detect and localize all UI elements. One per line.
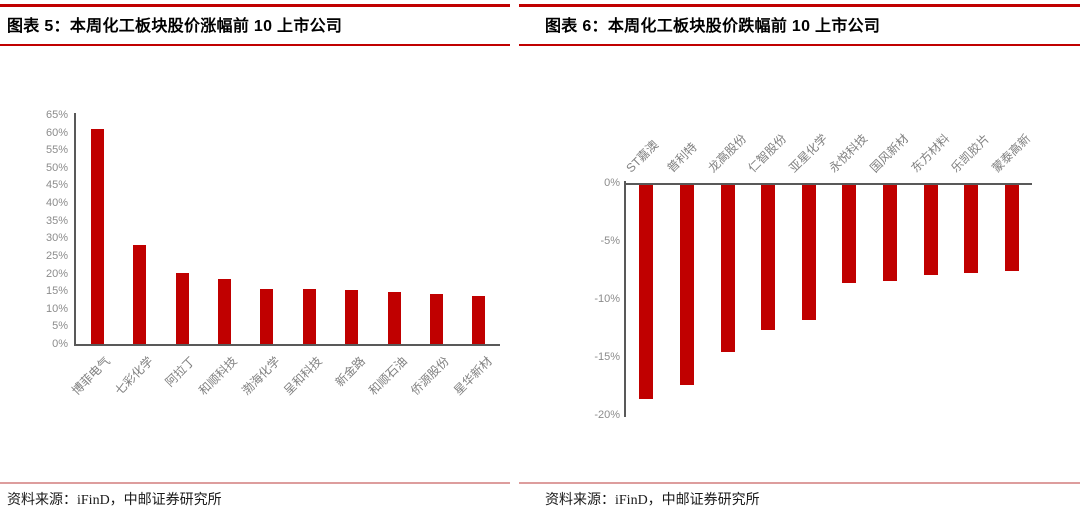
- bar: [175, 272, 189, 344]
- bar: [842, 185, 857, 284]
- source-rule-left: [0, 482, 510, 484]
- category-label: 渤海化学: [238, 354, 283, 398]
- y-tick-label: 0%: [52, 338, 68, 350]
- bar: [472, 295, 486, 344]
- title-underline-right: [519, 44, 1080, 46]
- category-label: 亚星化学: [786, 131, 830, 176]
- y-tick-label: -5%: [600, 234, 620, 247]
- category-label: 和顺科技: [196, 354, 241, 398]
- bar: [387, 291, 401, 344]
- y-tick-label: 35%: [45, 214, 68, 227]
- category-label: 乐凯胶片: [948, 131, 993, 176]
- category-label: 和顺石油: [366, 354, 410, 398]
- category-label: 新金路: [332, 354, 368, 390]
- bar: [801, 185, 816, 321]
- source-rule-right: [519, 482, 1080, 484]
- category-label: 博菲电气: [69, 354, 114, 398]
- y-tick-label: 25%: [45, 249, 68, 262]
- top-rule-left: [0, 4, 510, 7]
- y-tick-label: -15%: [594, 350, 620, 363]
- bar: [217, 278, 231, 344]
- bar: [90, 129, 104, 344]
- category-label: 星华新材: [450, 354, 495, 398]
- y-tick-label: 45%: [45, 179, 68, 192]
- bar: [302, 289, 316, 344]
- y-tick-label: 10%: [45, 302, 68, 315]
- x-axis-line: [624, 183, 1032, 186]
- category-label: 阿拉丁: [162, 354, 198, 390]
- bar: [1004, 185, 1019, 271]
- bar: [639, 185, 654, 400]
- chart-panel-gainers: 图表 5：本周化工板块股价涨幅前 10 上市公司 0% 5% 10% 15% 20% 25…: [0, 0, 510, 528]
- source-text-left: 资料来源：iFinD，中邮证券研究所: [7, 493, 222, 508]
- bar: [679, 185, 694, 386]
- y-tick-label: 20%: [45, 267, 68, 280]
- top-rule-right: [519, 4, 1080, 7]
- y-tick-label: -20%: [594, 408, 620, 421]
- y-tick-label: 30%: [45, 232, 68, 245]
- bar: [720, 185, 735, 352]
- bar: [923, 185, 938, 276]
- bar: [260, 289, 274, 344]
- category-label: 仁智股份: [745, 131, 790, 176]
- bar: [761, 185, 776, 330]
- y-axis-line: [74, 113, 76, 346]
- y-tick-label: 50%: [45, 161, 68, 174]
- category-label: 国风新材: [867, 131, 912, 176]
- chart-title-gainers: 图表 5：本周化工板块股价涨幅前 10 上市公司: [7, 18, 343, 35]
- y-axis-line: [624, 181, 626, 417]
- x-axis-line: [74, 344, 500, 347]
- chart-title-losers: 图表 6：本周化工板块股价跌幅前 10 上市公司: [545, 18, 881, 35]
- y-tick-label: 0%: [604, 177, 620, 189]
- category-label: 七彩化学: [111, 354, 156, 398]
- y-tick-label: 40%: [45, 197, 68, 210]
- category-label: 蒙泰高新: [989, 131, 1033, 176]
- bar: [133, 245, 147, 344]
- source-text-right: 资料来源：iFinD，中邮证券研究所: [545, 493, 760, 508]
- y-tick-label: 55%: [45, 144, 68, 157]
- y-tick-label: 65%: [45, 109, 68, 121]
- category-label: 永悦科技: [826, 131, 871, 176]
- y-tick-label: 15%: [45, 285, 68, 298]
- category-label: ST嘉澳: [623, 137, 662, 176]
- bar: [429, 293, 443, 344]
- category-label: 龙高股份: [704, 131, 749, 176]
- category-label: 普利特: [664, 139, 700, 176]
- category-label: 东方材料: [907, 131, 952, 176]
- chart-area-0: 0% 5% 10% 15% 20% 25% 30% 35% 40% 45% 50% 55% 60% 65%…: [0, 0, 510, 528]
- category-label: 侨源股份: [408, 354, 453, 398]
- chart-panel-losers: 图表 6：本周化工板块股价跌幅前 10 上市公司 -20% -15% -10% -5%…: [519, 0, 1080, 528]
- y-tick-label: 5%: [52, 320, 68, 333]
- y-tick-label: 60%: [45, 126, 68, 139]
- category-label: 呈和科技: [281, 354, 326, 398]
- y-tick-label: -10%: [594, 292, 620, 305]
- title-underline-left: [0, 44, 510, 46]
- bar: [882, 185, 897, 282]
- bar: [964, 185, 979, 273]
- chart-area-1: -20% -15% -10% -5% 0% ST嘉澳 普利特 龙高股份 仁智股份 亚星化学 永悦科技…: [519, 0, 1080, 528]
- bar: [345, 289, 359, 344]
